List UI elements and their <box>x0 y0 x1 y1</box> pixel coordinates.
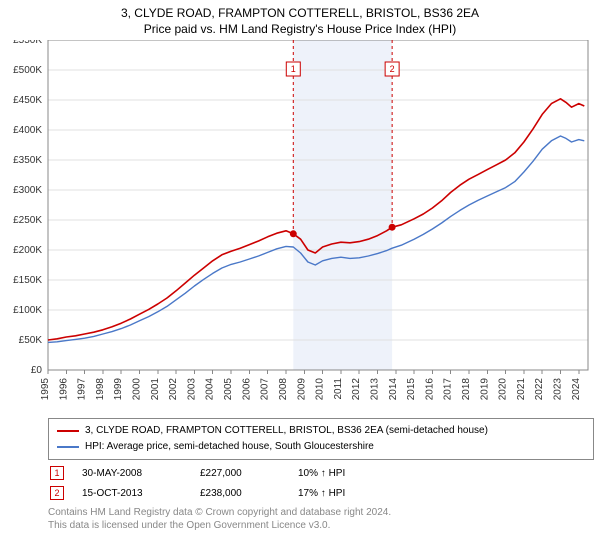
y-tick-label: £500K <box>13 65 42 76</box>
sale-marker-dot <box>290 230 297 237</box>
y-tick-label: £550K <box>13 40 42 46</box>
sale-marker-number: 1 <box>291 64 296 74</box>
x-tick-label: 2016 <box>424 378 435 401</box>
x-tick-label: 1999 <box>113 378 124 401</box>
footnote-line-1: Contains HM Land Registry data © Crown c… <box>48 506 594 519</box>
x-tick-label: 1996 <box>58 378 69 401</box>
x-tick-label: 2015 <box>406 378 417 401</box>
y-tick-label: £200K <box>13 245 42 256</box>
event-band <box>293 40 392 370</box>
x-tick-label: 2004 <box>205 378 216 401</box>
footnote-line-2: This data is licensed under the Open Gov… <box>48 519 594 532</box>
y-tick-label: £0 <box>31 365 43 376</box>
x-tick-label: 1997 <box>77 378 88 401</box>
x-tick-label: 2014 <box>388 378 399 401</box>
x-tick-label: 2008 <box>278 378 289 401</box>
x-tick-label: 2002 <box>168 378 179 401</box>
sale-events: 1 30-MAY-2008 £227,000 10% ↑ HPI 2 15-OCT-201… <box>48 466 594 500</box>
legend-row-subject: 3, CLYDE ROAD, FRAMPTON COTTERELL, BRIST… <box>57 423 585 439</box>
sale-date: 15-OCT-2013 <box>82 488 182 499</box>
y-tick-label: £150K <box>13 275 42 286</box>
x-tick-label: 2005 <box>223 378 234 401</box>
footnote: Contains HM Land Registry data © Crown c… <box>48 506 594 532</box>
sale-delta: 17% ↑ HPI <box>298 488 345 499</box>
legend-label-hpi: HPI: Average price, semi-detached house,… <box>85 439 374 455</box>
legend-swatch-hpi <box>57 446 79 448</box>
sale-price: £238,000 <box>200 488 280 499</box>
title-line-2: Price paid vs. HM Land Registry's House … <box>0 22 600 38</box>
x-tick-label: 2006 <box>241 378 252 401</box>
x-tick-label: 2018 <box>461 378 472 401</box>
sale-marker-icon: 1 <box>50 466 64 480</box>
y-tick-label: £100K <box>13 305 42 316</box>
x-tick-label: 2017 <box>443 378 454 401</box>
sale-price: £227,000 <box>200 468 280 479</box>
legend-label-subject: 3, CLYDE ROAD, FRAMPTON COTTERELL, BRIST… <box>85 423 488 439</box>
sale-marker-dot <box>389 224 396 231</box>
y-tick-label: £350K <box>13 155 42 166</box>
x-tick-label: 2012 <box>351 378 362 401</box>
x-tick-label: 2010 <box>315 378 326 401</box>
x-tick-label: 2023 <box>553 378 564 401</box>
y-tick-label: £450K <box>13 95 42 106</box>
x-tick-label: 2021 <box>516 378 527 401</box>
y-tick-label: £300K <box>13 185 42 196</box>
y-tick-label: £50K <box>19 335 43 346</box>
title-line-1: 3, CLYDE ROAD, FRAMPTON COTTERELL, BRIST… <box>0 0 600 22</box>
x-tick-label: 1995 <box>40 378 51 401</box>
x-tick-label: 2009 <box>296 378 307 401</box>
chart-title: 3, CLYDE ROAD, FRAMPTON COTTERELL, BRIST… <box>0 0 600 37</box>
sale-row: 1 30-MAY-2008 £227,000 10% ↑ HPI <box>48 466 594 480</box>
price-chart: £0 £50K £100K £150K £200K £250K £300K £350K £400… <box>0 40 600 410</box>
x-tick-label: 2024 <box>571 378 582 401</box>
legend: 3, CLYDE ROAD, FRAMPTON COTTERELL, BRIST… <box>48 418 594 460</box>
x-tick-label: 2020 <box>498 378 509 401</box>
x-tick-label: 2011 <box>333 378 344 400</box>
y-tick-label: £250K <box>13 215 42 226</box>
y-tick-label: £400K <box>13 125 42 136</box>
x-tick-label: 2013 <box>369 378 380 401</box>
x-tick-label: 2019 <box>479 378 490 401</box>
sale-marker-icon: 2 <box>50 486 64 500</box>
legend-swatch-subject <box>57 430 79 432</box>
x-tick-label: 1998 <box>95 378 106 401</box>
x-tick-label: 2007 <box>260 378 271 401</box>
x-tick-label: 2003 <box>186 378 197 401</box>
x-tick-label: 2022 <box>534 378 545 401</box>
sale-marker-number: 2 <box>390 64 395 74</box>
sale-date: 30-MAY-2008 <box>82 468 182 479</box>
x-tick-label: 2001 <box>150 378 161 401</box>
sale-delta: 10% ↑ HPI <box>298 468 345 479</box>
x-tick-label: 2000 <box>132 378 143 401</box>
legend-row-hpi: HPI: Average price, semi-detached house,… <box>57 439 585 455</box>
sale-row: 2 15-OCT-2013 £238,000 17% ↑ HPI <box>48 486 594 500</box>
